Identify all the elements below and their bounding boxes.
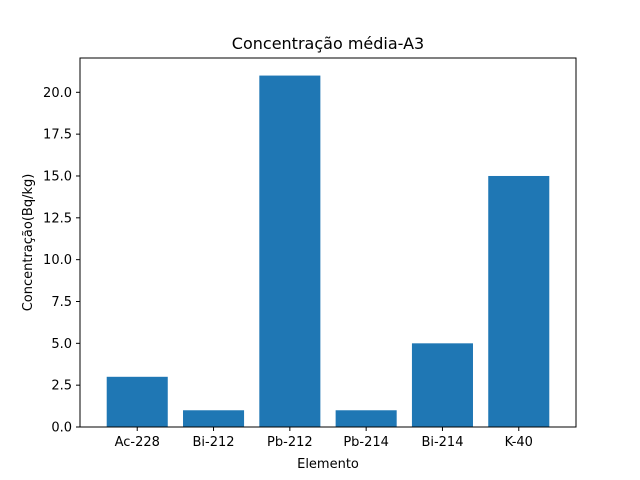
- y-tick-label: 5.0: [51, 337, 72, 352]
- x-tick-label: Bi-214: [421, 435, 463, 450]
- bar-pb-212: [259, 75, 321, 428]
- bar-pb-214: [335, 410, 397, 427]
- bar-ac-228: [106, 376, 168, 427]
- x-tick-label: K-40: [505, 435, 533, 450]
- chart-title: Concentração média-A3: [232, 34, 424, 53]
- y-tick-label: 17.5: [43, 128, 72, 143]
- y-tick-label: 7.5: [51, 295, 72, 310]
- bars-layer: [106, 75, 550, 428]
- plot-frame: [79, 57, 577, 428]
- bar-bi-212: [183, 410, 245, 427]
- y-tick-label: 20.0: [43, 86, 72, 101]
- x-tick-label: Pb-212: [267, 435, 313, 450]
- y-tick-label: 15.0: [43, 169, 72, 184]
- y-tick-label: 2.5: [51, 379, 72, 394]
- bar-bi-214: [411, 343, 473, 427]
- y-axis-label: Concentração(Bq/kg): [21, 174, 36, 312]
- x-tick-label: Ac-228: [115, 435, 160, 450]
- x-ticks: Ac-228 Bi-212 Pb-212 Pb-214 Bi-214 K-40: [115, 427, 533, 450]
- y-tick-label: 0.0: [51, 421, 72, 436]
- bar-k-40: [488, 175, 550, 427]
- y-ticks: 0.0 2.5 5.0 7.5 10.0 12.5 15.0 17.5 20.0: [43, 86, 80, 436]
- x-tick-label: Pb-214: [343, 435, 389, 450]
- x-axis-label: Elemento: [297, 457, 359, 472]
- y-tick-label: 12.5: [43, 211, 72, 226]
- y-tick-label: 10.0: [43, 253, 72, 268]
- x-tick-label: Bi-212: [193, 435, 235, 450]
